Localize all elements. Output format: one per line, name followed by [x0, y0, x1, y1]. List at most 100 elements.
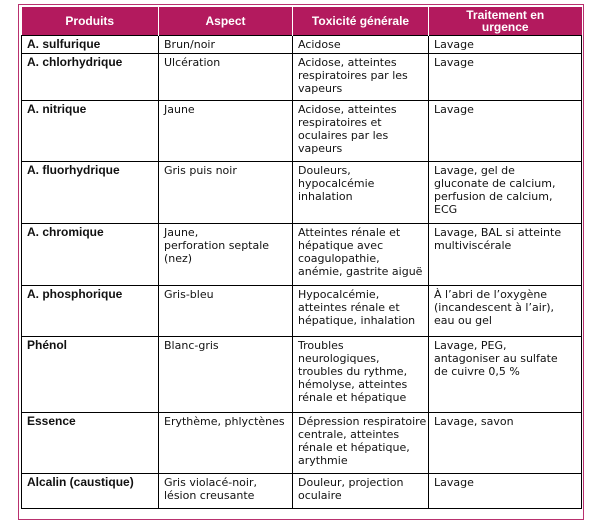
cell-produit: A. fluorhydrique: [21, 161, 159, 224]
cell-traitement: Lavage: [428, 53, 582, 101]
cell-toxicite-line: Douleurs,: [298, 164, 351, 177]
cell-traitement-line: Lavage, savon: [434, 415, 514, 428]
cell-traitement-line: eau ou gel: [434, 314, 492, 327]
header-aspect: Aspect: [158, 7, 293, 36]
cell-toxicite-line: Hypocalcémie,: [298, 288, 380, 301]
header-traitement-text: Traitement en urgence: [466, 8, 545, 34]
cell-toxicite: Acidose: [292, 35, 429, 54]
cell-toxicite: Acidose, atteintes respiratoires par les v…: [292, 53, 429, 101]
table-row: A. fluorhydrique Gris puis noir Douleurs, h…: [21, 161, 582, 224]
cell-toxicite-line: neurologiques,: [298, 352, 380, 365]
cell-aspect-line: Brun/noir: [164, 38, 215, 51]
cell-toxicite-line: anémie, gastrite aiguë: [298, 265, 423, 278]
cell-aspect-line: Jaune: [164, 103, 195, 116]
cell-traitement-line: Lavage, gel de: [434, 164, 515, 177]
cell-aspect: Ulcération: [158, 53, 293, 101]
cell-traitement: Lavage, savon: [428, 412, 582, 474]
cell-toxicite: Atteintes rénale et hépatique avec coagulo…: [292, 223, 429, 286]
cell-toxicite-line: inhalation: [298, 190, 353, 203]
cell-aspect: Gris violacé-noir, lésion creusante: [158, 473, 293, 509]
header-toxicite: Toxicité générale: [292, 7, 429, 36]
cell-aspect-line: Blanc-gris: [164, 339, 219, 352]
cell-aspect: Erythème, phlyctènes: [158, 412, 293, 474]
header-traitement: Traitement en urgence: [428, 7, 582, 36]
cell-traitement: Lavage, BAL si atteinte multiviscérale: [428, 223, 582, 286]
cell-traitement: Lavage: [428, 473, 582, 509]
cell-traitement-line: Lavage: [434, 38, 474, 51]
cell-produit: A. sulfurique: [21, 35, 159, 54]
cell-toxicite: Acidose, atteintes respiratoires et oculai…: [292, 100, 429, 162]
cell-aspect: Jaune: [158, 100, 293, 162]
cell-toxicite-line: vapeurs: [298, 82, 343, 95]
cell-toxicite-line: Troubles: [298, 339, 344, 352]
cell-traitement-line: (incandescent à l’air),: [434, 301, 555, 314]
table-row: A. sulfurique Brun/noir Acidose Lavage: [21, 35, 582, 54]
cell-aspect: Jaune, perforation septale (nez): [158, 223, 293, 286]
cell-traitement-line: perfusion de calcium,: [434, 190, 553, 203]
cell-aspect-line: Gris violacé-noir,: [164, 476, 257, 489]
cell-toxicite-line: hépatique avec: [298, 239, 384, 252]
cell-toxicite-line: hypocalcémie: [298, 177, 375, 190]
cell-toxicite: Troubles neurologiques, troubles du rythme…: [292, 336, 429, 413]
table-row: A. chlorhydrique Ulcération Acidose, attei…: [21, 53, 582, 101]
cell-aspect-line: Ulcération: [164, 56, 221, 69]
cell-toxicite: Douleurs, hypocalcémie inhalation: [292, 161, 429, 224]
cell-toxicite-line: hémolyse, atteintes: [298, 378, 408, 391]
cell-aspect: Gris-bleu: [158, 285, 293, 337]
cell-aspect-line: Gris puis noir: [164, 164, 237, 177]
table-header-row: Produits Aspect Toxicité générale Traite…: [21, 7, 582, 36]
cell-toxicite-line: Dépression respiratoire: [298, 415, 427, 428]
table-row: A. chromique Jaune, perforation septale (ne…: [21, 223, 582, 286]
cell-traitement: À l’abri de l’oxygène (incandescent à l’a…: [428, 285, 582, 337]
cell-toxicite-line: coagulopathie,: [298, 252, 380, 265]
cell-toxicite: Dépression respiratoire centrale, atteint…: [292, 412, 429, 474]
cell-toxicite-line: troubles du rythme,: [298, 365, 408, 378]
cell-aspect-line: Gris-bleu: [164, 288, 214, 301]
cell-toxicite-line: Atteintes rénale et: [298, 226, 401, 239]
cell-traitement-line: de cuivre 0,5 %: [434, 365, 520, 378]
cell-toxicite-line: arythmie: [298, 454, 348, 467]
cell-traitement: Lavage: [428, 100, 582, 162]
cell-produit: Essence: [21, 412, 159, 474]
cell-toxicite: Douleur, projection oculaire: [292, 473, 429, 509]
table-row: Phénol Blanc-gris Troubles neurologiques, tr…: [21, 336, 582, 413]
cell-produit: A. chromique: [21, 223, 159, 286]
cell-traitement-line: Lavage: [434, 103, 474, 116]
cell-toxicite-line: vapeurs: [298, 142, 343, 155]
table-row: A. nitrique Jaune Acidose, atteintes respir…: [21, 100, 582, 162]
cell-toxicite-line: respiratoires par les: [298, 69, 408, 82]
cell-aspect-line: Jaune,: [164, 226, 199, 239]
cell-produit: Alcalin (caustique): [21, 473, 159, 509]
table-row: A. phosphorique Gris-bleu Hypocalcémie, att…: [21, 285, 582, 337]
table-row: Alcalin (caustique) Gris violacé-noir, lés…: [21, 473, 582, 509]
table-frame: [18, 4, 584, 520]
cell-produit: A. chlorhydrique: [21, 53, 159, 101]
cell-aspect-line: lésion creusante: [164, 489, 255, 502]
cell-toxicite-line: centrale, atteintes: [298, 428, 400, 441]
cell-traitement-line: Lavage: [434, 56, 474, 69]
toxicity-table: Produits Aspect Toxicité générale Traite…: [21, 7, 582, 509]
cell-toxicite-line: rénale et hépatique,: [298, 441, 410, 454]
header-produits: Produits: [21, 7, 159, 36]
cell-aspect-line: Erythème, phlyctènes: [164, 415, 285, 428]
cell-toxicite-line: atteintes rénale et: [298, 301, 400, 314]
cell-toxicite-line: Acidose, atteintes: [298, 56, 397, 69]
cell-toxicite: Hypocalcémie, atteintes rénale et hépatiqu…: [292, 285, 429, 337]
table-body: A. sulfurique Brun/noir Acidose Lavage A. ch…: [21, 35, 582, 509]
table-row: Essence Erythème, phlyctènes Dépression re…: [21, 412, 582, 474]
cell-traitement-line: Lavage, PEG,: [434, 339, 507, 352]
cell-produit: Phénol: [21, 336, 159, 413]
cell-toxicite-line: oculaires par les: [298, 129, 389, 142]
cell-toxicite-line: Acidose, atteintes: [298, 103, 397, 116]
cell-traitement-line: multiviscérale: [434, 239, 512, 252]
cell-toxicite-line: Acidose: [298, 38, 341, 51]
cell-traitement-line: ECG: [434, 203, 458, 216]
cell-traitement-line: Lavage, BAL si atteinte: [434, 226, 562, 239]
cell-aspect-line: (nez): [164, 252, 193, 265]
cell-toxicite-line: hépatique, inhalation: [298, 314, 416, 327]
cell-aspect-line: perforation septale: [164, 239, 270, 252]
cell-toxicite-line: rénale et hépatique: [298, 391, 407, 404]
cell-aspect: Blanc-gris: [158, 336, 293, 413]
cell-traitement: Lavage: [428, 35, 582, 54]
cell-toxicite-line: Douleur, projection: [298, 476, 404, 489]
